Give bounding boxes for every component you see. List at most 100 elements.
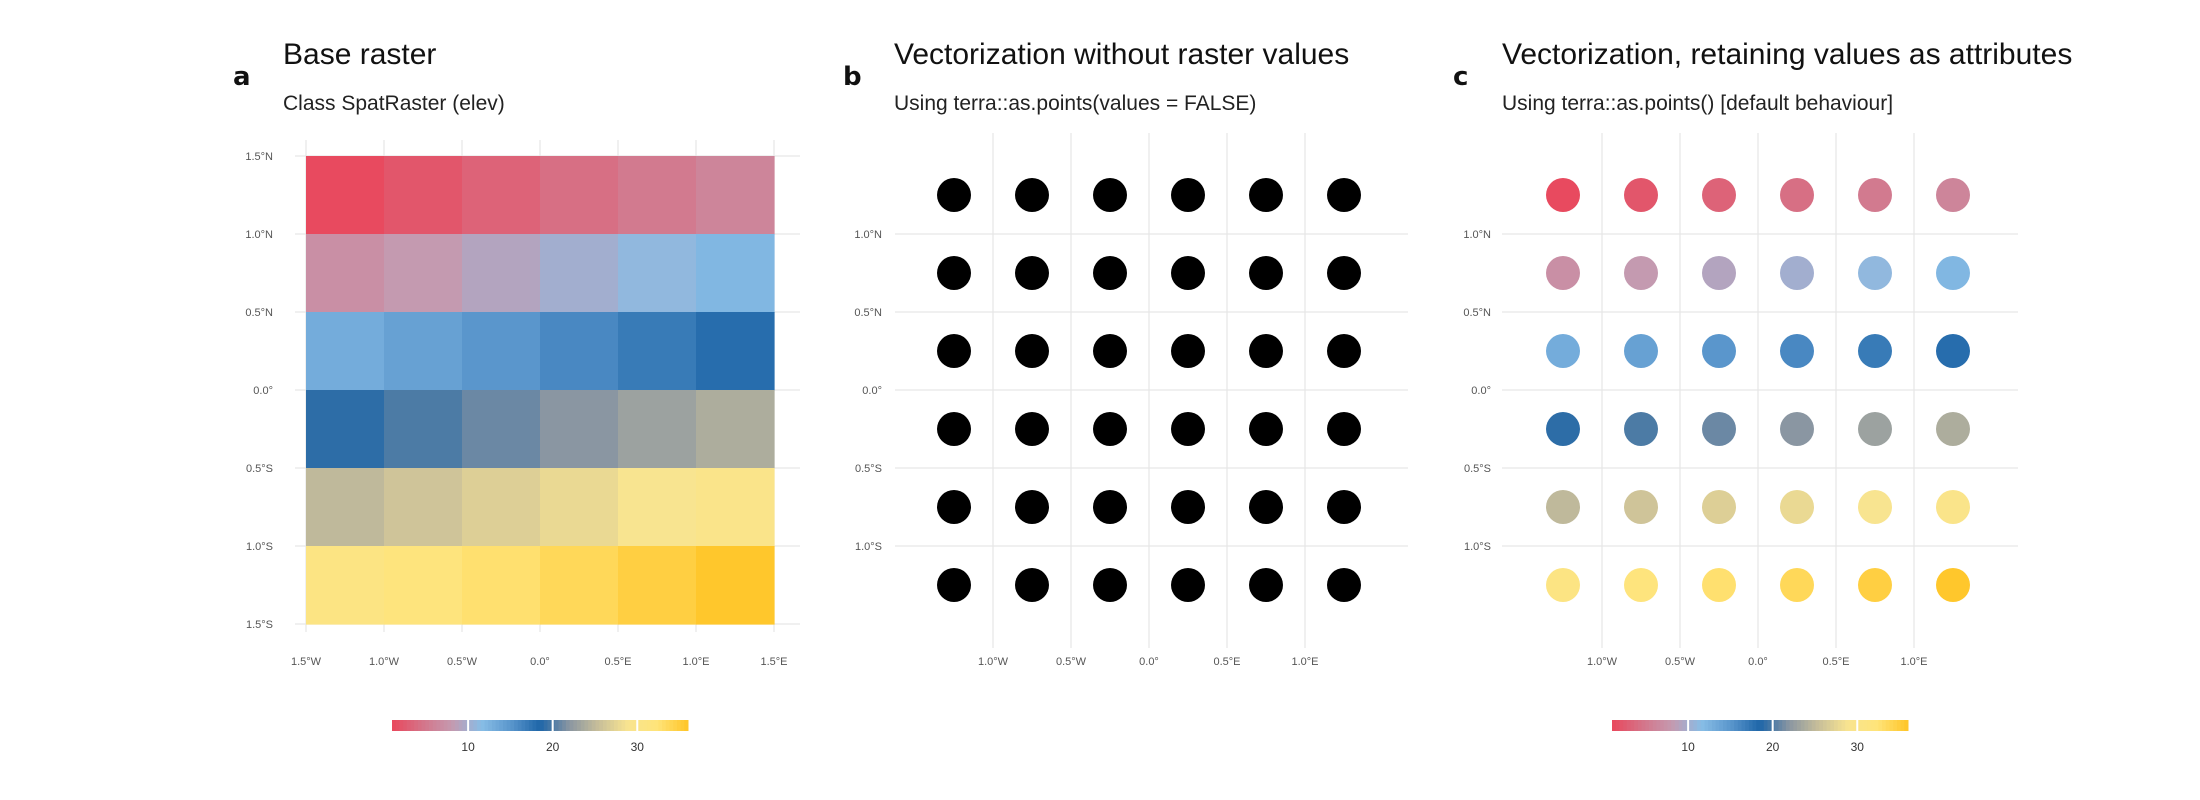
colorbar-segment: [569, 720, 574, 731]
colorbar-segment: [1660, 720, 1665, 731]
colorbar-segment: [1726, 720, 1731, 731]
y-tick-label: 0.0°: [1471, 385, 1491, 397]
x-tick-label: 0.5°W: [447, 656, 478, 668]
colorbar-segment: [1704, 720, 1709, 731]
colorbar-segment: [536, 720, 541, 731]
y-tick-label: 0.5°N: [854, 307, 882, 319]
point-marker: [1936, 412, 1970, 446]
point-marker: [1936, 568, 1970, 602]
point-marker: [1936, 490, 1970, 524]
point-marker: [1858, 568, 1892, 602]
point-marker: [1327, 334, 1361, 368]
point-marker: [1249, 334, 1283, 368]
colorbar-tick-label: 20: [1766, 740, 1780, 754]
colorbar-segment: [591, 720, 596, 731]
colorbar-segment: [669, 720, 674, 731]
point-marker: [1093, 178, 1127, 212]
x-tick-label: 1.0°E: [1900, 656, 1927, 668]
x-tick-label: 1.0°W: [369, 656, 400, 668]
colorbar-segment: [1674, 720, 1680, 731]
colorbar-segment: [1785, 720, 1791, 731]
colorbar-segment: [1878, 720, 1883, 731]
colorbar-segment: [514, 720, 519, 731]
colorbar-segment: [1837, 720, 1842, 731]
y-tick-label: 1.0°S: [855, 541, 882, 553]
y-tick-label: 0.0°: [862, 385, 882, 397]
colorbar-segment: [451, 720, 456, 731]
colorbar-segment: [1782, 720, 1787, 731]
raster-cell: [384, 234, 463, 313]
x-tick-label: 0.0°: [1748, 656, 1768, 668]
colorbar-segment: [610, 720, 615, 731]
point-marker: [1858, 412, 1892, 446]
raster-cell: [462, 468, 541, 547]
x-tick-label: 0.5°E: [1822, 656, 1849, 668]
point-marker: [1624, 568, 1658, 602]
colorbar-segment: [1826, 720, 1831, 731]
colorbar-segment: [1634, 720, 1639, 731]
point-marker: [1702, 256, 1736, 290]
point-marker: [1702, 490, 1736, 524]
raster-cell: [462, 234, 541, 313]
colorbar-segment: [1652, 720, 1657, 731]
colorbar-segment: [410, 720, 415, 731]
point-marker: [1780, 334, 1814, 368]
colorbar-segment: [1689, 720, 1694, 731]
colorbar-segment: [1641, 720, 1646, 731]
point-marker: [1702, 178, 1736, 212]
colorbar-segment: [1848, 720, 1853, 731]
colorbar-segment: [1656, 720, 1661, 731]
point-marker: [1936, 334, 1970, 368]
colorbar-segment: [1793, 720, 1798, 731]
panel-a-subtitle: Class SpatRaster (elev): [283, 92, 505, 115]
colorbar-segment: [1778, 720, 1783, 731]
colorbar-segment: [491, 720, 497, 731]
raster-cell: [540, 546, 619, 625]
point-marker: [1546, 490, 1580, 524]
colorbar-segment: [417, 720, 423, 731]
colorbar-segment: [1649, 720, 1654, 731]
colorbar-segment: [1830, 720, 1835, 731]
point-marker: [937, 490, 971, 524]
colorbar-segment: [1671, 720, 1676, 731]
colorbar-segment: [1715, 720, 1720, 731]
point-marker: [1171, 568, 1205, 602]
colorbar-segment: [1815, 720, 1820, 731]
point-marker: [1015, 334, 1049, 368]
panel-tag-a: a: [233, 62, 251, 92]
point-marker: [937, 412, 971, 446]
point-marker: [1546, 412, 1580, 446]
colorbar-segment: [606, 720, 611, 731]
x-tick-label: 0.5°W: [1665, 656, 1696, 668]
x-tick-label: 0.5°E: [604, 656, 631, 668]
point-marker: [1171, 178, 1205, 212]
colorbar-segment: [554, 720, 559, 731]
point-marker: [1780, 490, 1814, 524]
colorbar-segment: [543, 720, 548, 731]
y-tick-label: 1.5°N: [245, 151, 273, 163]
colorbar-segment: [473, 720, 478, 731]
colorbar-tick-label: 30: [1851, 740, 1865, 754]
point-marker: [1327, 256, 1361, 290]
point-marker: [1015, 490, 1049, 524]
colorbar-segment: [636, 720, 641, 731]
point-marker: [1624, 490, 1658, 524]
point-marker: [1015, 568, 1049, 602]
point-marker: [1624, 178, 1658, 212]
colorbar-segment: [1619, 720, 1624, 731]
colorbar-segment: [565, 720, 571, 731]
raster-cell: [306, 234, 385, 313]
colorbar-segment: [562, 720, 567, 731]
colorbar-segment: [595, 720, 600, 731]
colorbar-segment: [1630, 720, 1635, 731]
colorbar-segment: [1645, 720, 1650, 731]
colorbar-segment: [558, 720, 563, 731]
colorbar-segment: [1859, 720, 1865, 731]
raster-cell: [384, 156, 463, 235]
colorbar-segment: [469, 720, 474, 731]
colorbar-segment: [573, 720, 578, 731]
colorbar-segment: [632, 720, 637, 731]
colorbar-segment: [684, 720, 689, 731]
colorbar-segment: [503, 720, 508, 731]
